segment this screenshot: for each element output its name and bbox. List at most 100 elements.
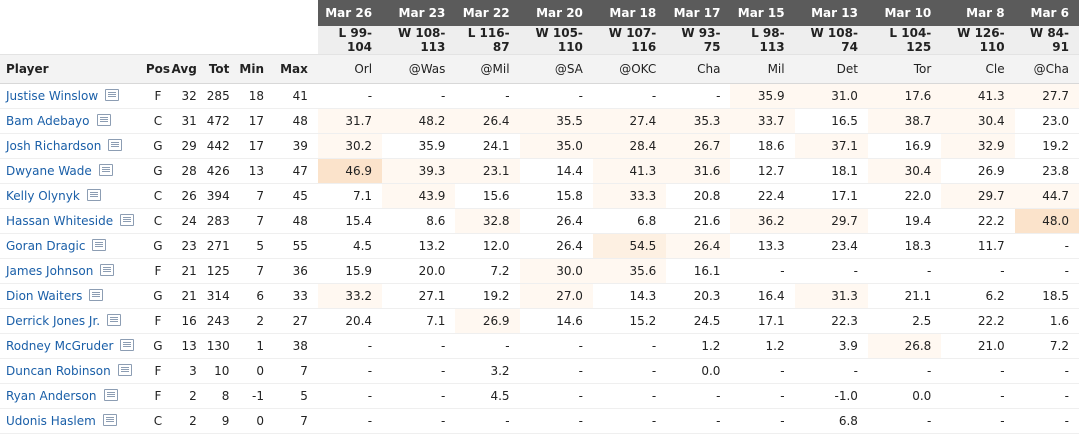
game-score-cell: 17.1 [730, 308, 795, 334]
player-name-link[interactable]: Kelly Olynyk [6, 189, 80, 203]
min-cell: 17 [239, 133, 275, 159]
player-name-link[interactable]: Rodney McGruder [6, 339, 114, 353]
game-score-cell: 18.1 [794, 158, 868, 184]
player-name-link[interactable]: Udonis Haslem [6, 414, 96, 428]
game-score-cell: 29.7 [794, 208, 868, 234]
min-cell: 13 [239, 158, 275, 184]
game-score-cell: 27.7 [1014, 83, 1079, 109]
tot-cell: 472 [206, 108, 240, 134]
game-result-header: W 107-116 [592, 26, 667, 55]
game-score-cell: 19.4 [867, 208, 942, 234]
max-cell: 7 [274, 358, 318, 384]
game-date-header: Mar 20 [519, 0, 593, 26]
game-opponent-header[interactable]: @SA [519, 54, 593, 84]
game-opponent-header[interactable]: Cle [941, 54, 1015, 84]
game-score-cell: 4.5 [455, 383, 520, 409]
game-score-cell: 8.6 [382, 208, 456, 234]
player-name-link[interactable]: Hassan Whiteside [6, 214, 114, 228]
game-score-cell: 24.5 [666, 308, 731, 334]
result-row-spacer [0, 26, 318, 55]
game-score-cell: 48.2 [382, 108, 456, 134]
player-name-link[interactable]: Derrick Jones Jr. [6, 314, 101, 328]
player-name-cell: Dwyane Wade [0, 158, 146, 184]
table-row: Josh Richardson G 29 442 17 39 30.2 35.9 24.1 35.… [0, 133, 1079, 159]
game-score-cell: 15.9 [317, 258, 383, 284]
player-name-link[interactable]: Duncan Robinson [6, 364, 111, 378]
player-card-icon[interactable] [120, 339, 135, 351]
player-name-link[interactable]: Goran Dragic [6, 239, 86, 253]
player-name-link[interactable]: Dwyane Wade [6, 164, 92, 178]
table-row: Hassan Whiteside C 24 283 7 48 15.4 8.6 32.8 26.4… [0, 208, 1079, 234]
game-score-cell: - [317, 333, 383, 359]
player-card-icon[interactable] [117, 364, 132, 376]
game-score-cell: - [317, 83, 383, 109]
tot-cell: 442 [206, 133, 240, 159]
player-name-link[interactable]: Justise Winslow [6, 89, 99, 103]
game-score-cell: - [730, 358, 795, 384]
avg-column-header[interactable]: Avg [170, 54, 207, 84]
player-card-icon[interactable] [102, 414, 117, 426]
game-result-header: W 84-91 [1014, 26, 1079, 55]
player-column-header[interactable]: Player [0, 54, 146, 84]
avg-cell: 24 [170, 208, 207, 234]
game-score-cell: 22.4 [730, 183, 795, 209]
max-column-header[interactable]: Max [274, 54, 318, 84]
game-score-cell: 1.2 [730, 333, 795, 359]
game-date-header: Mar 10 [867, 0, 942, 26]
player-name-link[interactable]: Bam Adebayo [6, 114, 90, 128]
game-opponent-header[interactable]: @Cha [1014, 54, 1079, 84]
min-column-header[interactable]: Min [239, 54, 275, 84]
player-card-icon[interactable] [86, 189, 101, 201]
tot-column-header[interactable]: Tot [206, 54, 240, 84]
player-name-cell: Rodney McGruder [0, 333, 146, 359]
player-card-icon[interactable] [98, 164, 113, 176]
player-card-icon[interactable] [89, 289, 104, 301]
game-score-cell: 27.4 [592, 108, 667, 134]
player-name-link[interactable]: James Johnson [6, 264, 94, 278]
game-date-header: Mar 26 [317, 0, 383, 26]
game-opponent-header[interactable]: Orl [317, 54, 383, 84]
game-opponent-header[interactable]: @OKC [592, 54, 667, 84]
game-score-cell: 32.9 [941, 133, 1015, 159]
game-score-cell: 30.0 [519, 258, 593, 284]
game-score-cell: 35.9 [730, 83, 795, 109]
game-result-header: L 116-87 [455, 26, 520, 55]
max-cell: 47 [274, 158, 318, 184]
player-card-icon[interactable] [105, 89, 120, 101]
player-name-link[interactable]: Dion Waiters [6, 289, 83, 303]
game-opponent-header[interactable]: Det [794, 54, 868, 84]
player-name-link[interactable]: Ryan Anderson [6, 389, 97, 403]
tot-cell: 125 [206, 258, 240, 284]
pos-cell: F [145, 308, 171, 334]
game-score-cell: 26.4 [519, 233, 593, 259]
player-card-icon[interactable] [92, 239, 107, 251]
game-score-cell: 18.3 [867, 233, 942, 259]
player-card-icon[interactable] [100, 264, 115, 276]
max-cell: 33 [274, 283, 318, 309]
game-score-cell: - [1014, 258, 1079, 284]
game-opponent-header[interactable]: Mil [730, 54, 795, 84]
game-score-cell: 30.4 [941, 108, 1015, 134]
game-opponent-header[interactable]: Cha [666, 54, 731, 84]
game-score-cell: 26.9 [941, 158, 1015, 184]
player-card-icon[interactable] [108, 139, 123, 151]
player-card-icon[interactable] [120, 214, 135, 226]
game-opponent-header[interactable]: @Was [382, 54, 456, 84]
pos-cell: F [145, 83, 171, 109]
game-score-cell: 46.9 [317, 158, 383, 184]
game-opponent-header[interactable]: @Mil [455, 54, 520, 84]
player-name-cell: Goran Dragic [0, 233, 146, 259]
player-card-icon[interactable] [96, 114, 111, 126]
player-card-icon[interactable] [107, 314, 122, 326]
pos-column-header[interactable]: Pos [145, 54, 171, 84]
game-score-cell: 35.0 [519, 133, 593, 159]
game-opponent-header[interactable]: Tor [867, 54, 942, 84]
game-score-cell: 22.2 [941, 208, 1015, 234]
player-name-link[interactable]: Josh Richardson [6, 139, 102, 153]
game-score-cell: 35.9 [382, 133, 456, 159]
min-cell: 0 [239, 358, 275, 384]
result-header-row: L 99-104 W 108-113 L 116-87 W 105-110 W 107-… [0, 26, 1079, 55]
game-score-cell: 13.3 [730, 233, 795, 259]
player-card-icon[interactable] [103, 389, 118, 401]
game-score-cell: 31.7 [317, 108, 383, 134]
